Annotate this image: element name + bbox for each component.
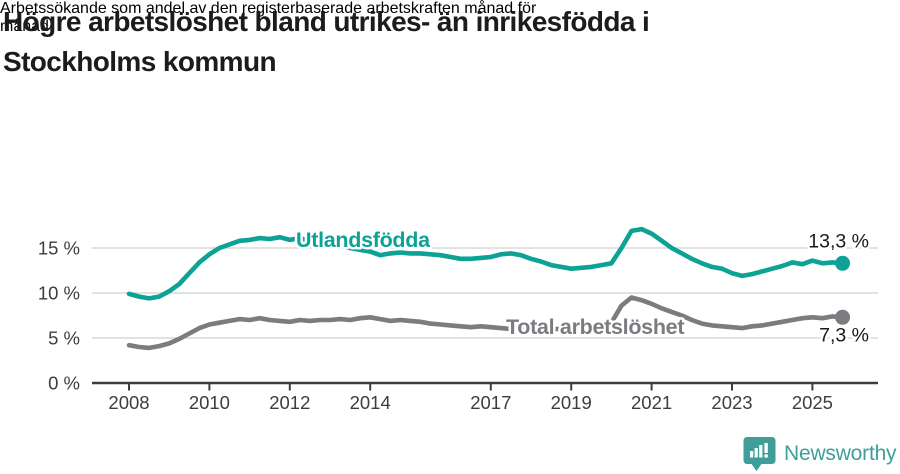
- end-dot-total-arbetsl-shet: [835, 309, 851, 325]
- brand-footer: Newsworthy: [743, 436, 897, 472]
- page-title: Högre arbetslöshet bland utrikes- än inr…: [3, 2, 650, 82]
- y-tick-label-10: 10 %: [38, 283, 80, 304]
- subtitle-line-1: Arbetssökande som andel av den registerb…: [0, 0, 537, 17]
- y-tick-label-15: 15 %: [38, 238, 80, 259]
- brand-name: Newsworthy: [784, 442, 897, 465]
- x-tick-label-2010: 2010: [189, 392, 230, 413]
- x-tick-label-2012: 2012: [269, 392, 310, 413]
- series-line-utlandsf-dda: [126, 226, 845, 301]
- x-tick-label-2014: 2014: [350, 392, 391, 413]
- end-value-label-utlandsf-dda: 13,3 %: [808, 230, 869, 252]
- subtitle-line-2: månad.: [0, 18, 54, 35]
- x-tick-label-2017: 2017: [470, 392, 511, 413]
- title-line-2: Stockholms kommun: [3, 46, 277, 77]
- end-value-label-total-arbetsl-shet: 7,3 %: [819, 324, 869, 346]
- end-dot-utlandsf-dda: [835, 255, 851, 271]
- x-tick-label-2025: 2025: [792, 392, 833, 413]
- x-tick-label-2023: 2023: [711, 392, 752, 413]
- y-tick-label-5: 5 %: [48, 328, 80, 349]
- x-tick-label-2019: 2019: [551, 392, 592, 413]
- x-tick-label-2008: 2008: [108, 392, 149, 413]
- y-tick-label-0: 0 %: [48, 373, 80, 394]
- series-label-utlandsf-dda: Utlandsfödda: [296, 228, 431, 252]
- series-label-total-arbetsl-shet: Total arbetslöshet: [506, 315, 684, 339]
- series-line-total-arbetsl-shet: [126, 295, 845, 351]
- x-tick-label-2021: 2021: [631, 392, 672, 413]
- newsworthy-logo-icon: [743, 437, 776, 471]
- title-line-1: Högre arbetslöshet bland utrikes- än inr…: [3, 6, 650, 37]
